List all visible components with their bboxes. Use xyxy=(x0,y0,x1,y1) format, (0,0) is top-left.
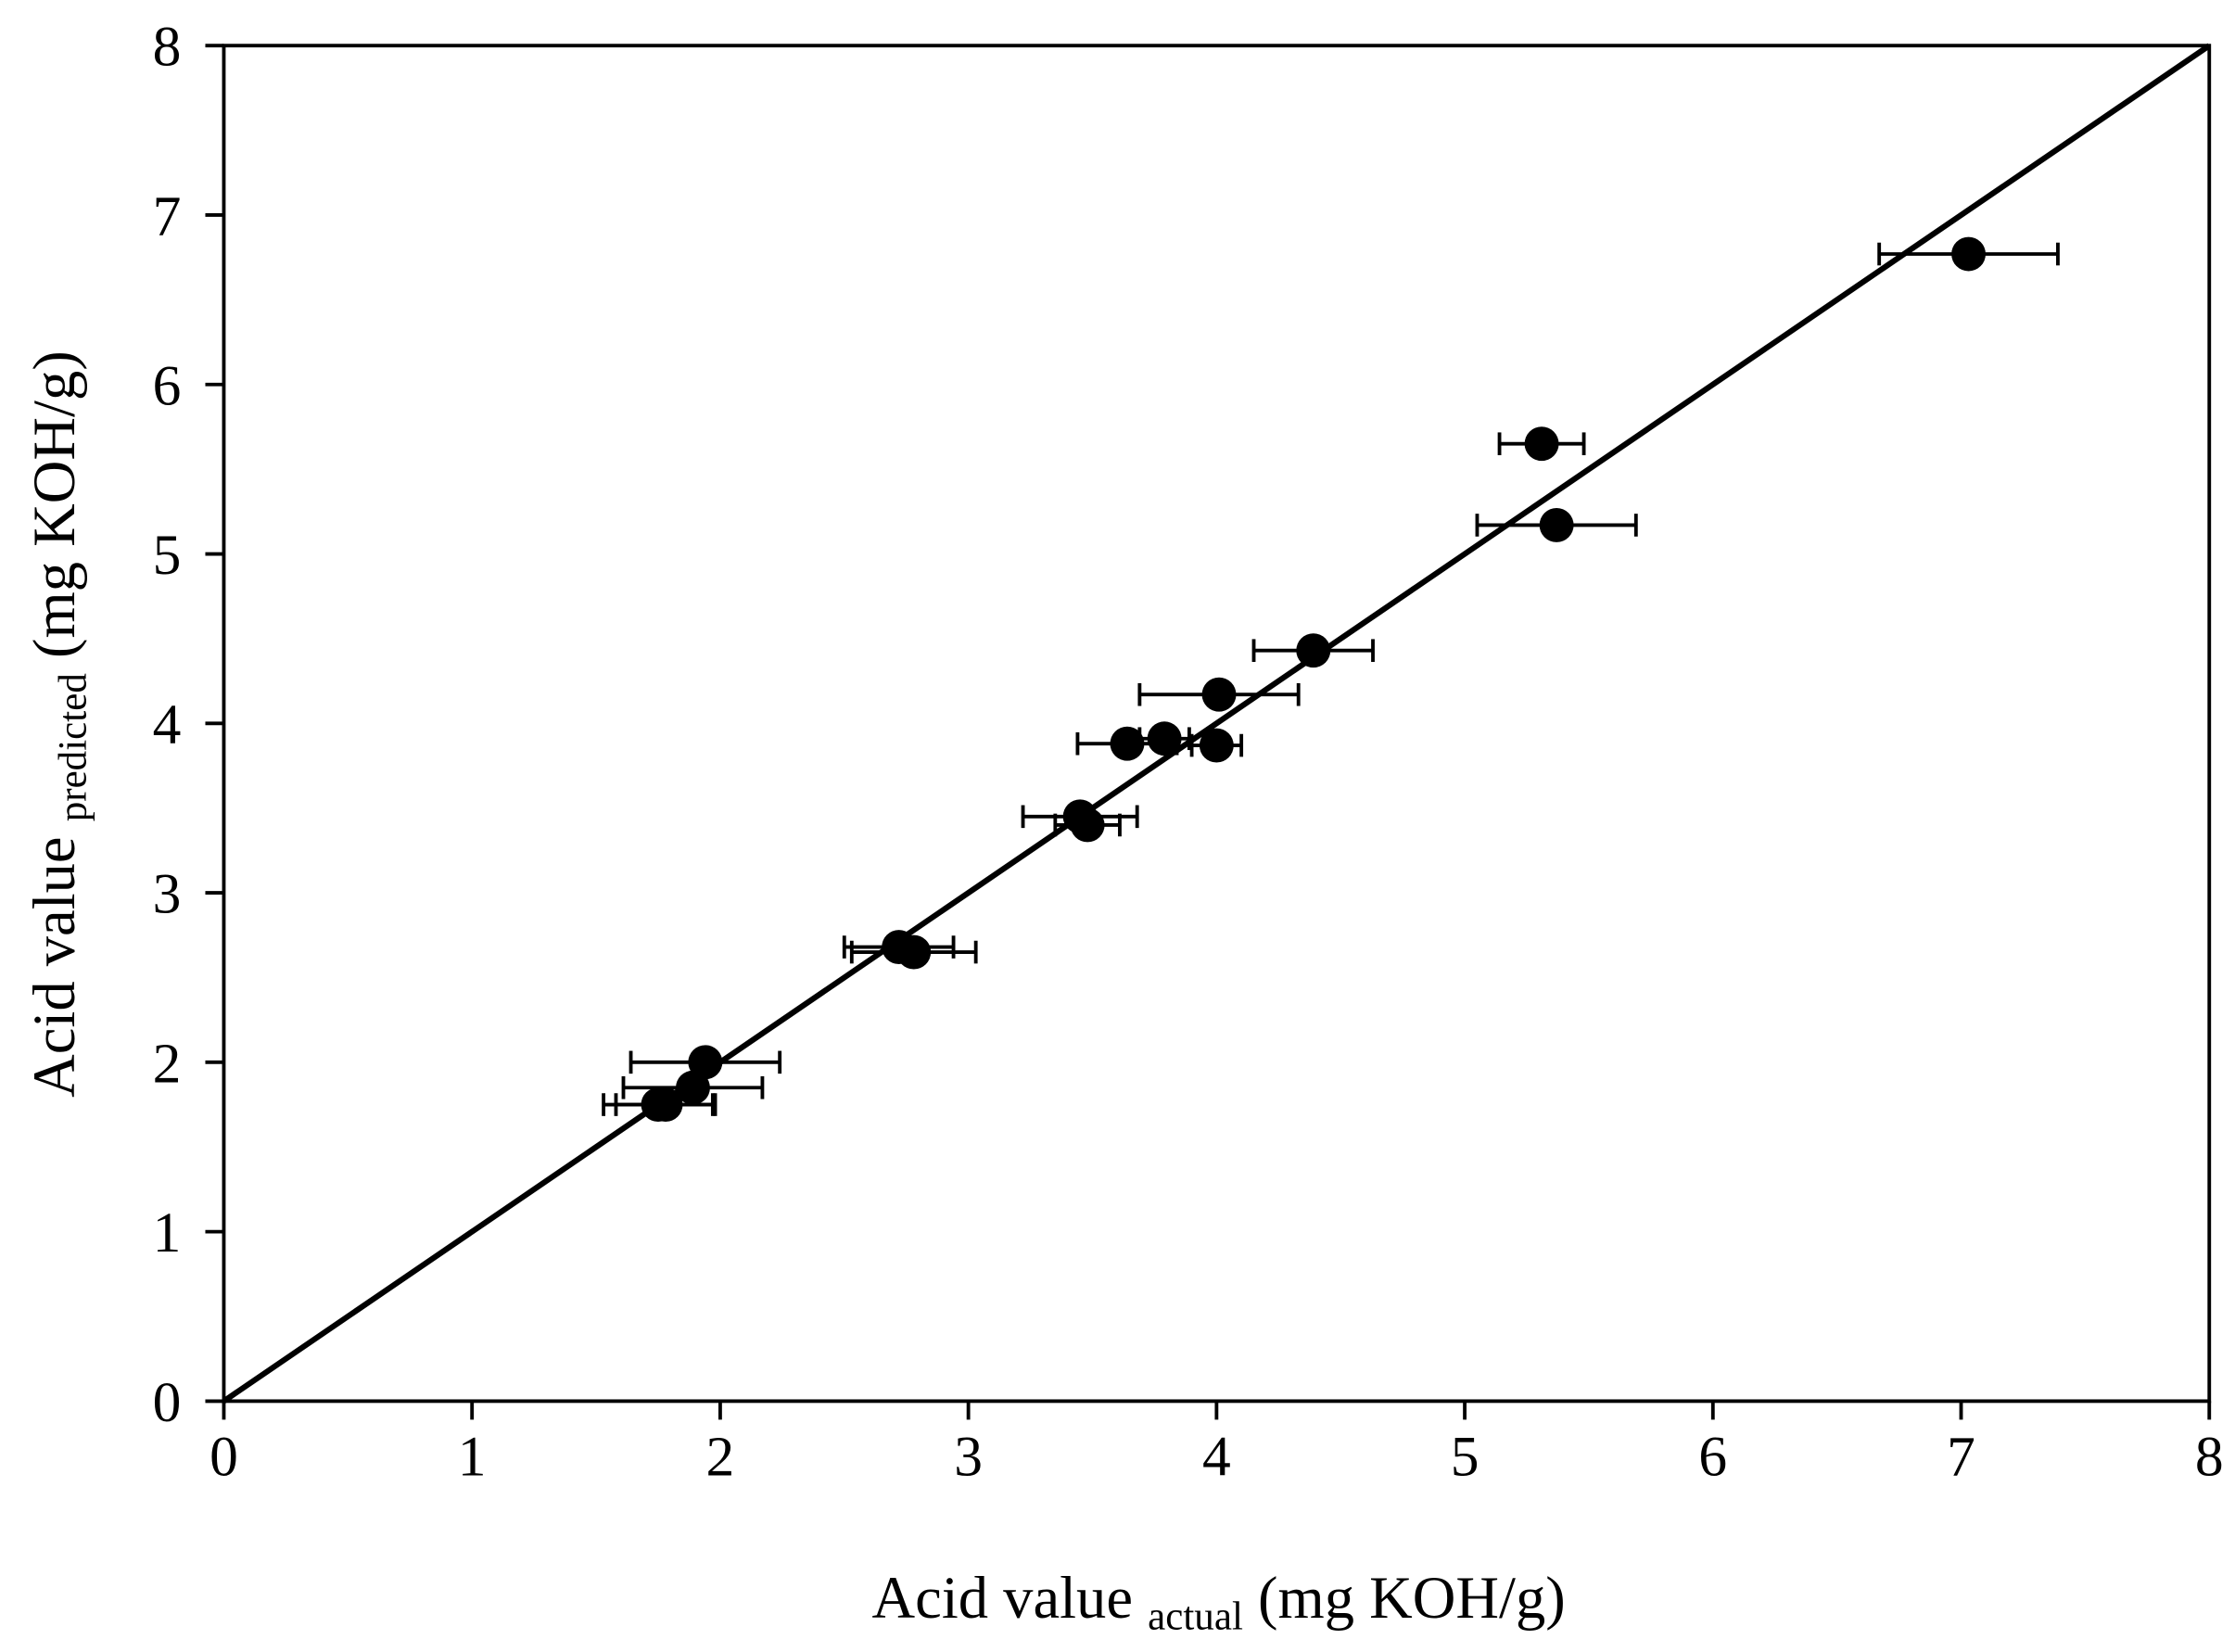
y-tick-label: 0 xyxy=(153,1371,182,1434)
x-tick-label: 3 xyxy=(954,1425,983,1488)
x-tick-label: 2 xyxy=(706,1425,735,1488)
x-title-unit: (mg KOH/g) xyxy=(1258,1564,1566,1631)
y-tick-label: 2 xyxy=(153,1032,182,1095)
y-tick-label: 3 xyxy=(153,863,182,926)
y-tick-label: 8 xyxy=(153,16,182,79)
x-tick-label: 7 xyxy=(1947,1425,1975,1488)
x-title-sub: actual xyxy=(1148,1595,1243,1638)
data-point xyxy=(1951,236,1987,272)
y-tick-label: 6 xyxy=(153,354,182,417)
data-point xyxy=(648,1087,683,1122)
y-title-sub: predicted xyxy=(51,673,95,821)
y-tick-label: 5 xyxy=(153,524,182,587)
data-point xyxy=(1070,807,1105,843)
reference-line xyxy=(222,43,2211,1404)
data-point xyxy=(688,1045,723,1080)
data-point xyxy=(1199,728,1234,763)
x-tick-label: 0 xyxy=(210,1425,238,1488)
data-point xyxy=(1539,508,1574,542)
x-tick-label: 5 xyxy=(1451,1425,1479,1488)
x-tick-label: 4 xyxy=(1202,1425,1231,1488)
x-axis-title: Acid value actual (mg KOH/g) xyxy=(872,1564,1566,1642)
data-point xyxy=(1524,426,1559,462)
x-tick-label: 8 xyxy=(2195,1425,2224,1488)
data-point xyxy=(1110,726,1145,761)
data-point xyxy=(1296,633,1331,668)
y-tick-label: 1 xyxy=(153,1201,182,1264)
x-tick-label: 1 xyxy=(458,1425,487,1488)
x-tick-label: 6 xyxy=(1698,1425,1727,1488)
data-point xyxy=(1201,677,1237,712)
y-title-unit: (mg KOH/g) xyxy=(20,350,87,658)
data-point xyxy=(1147,721,1182,756)
y-axis-title: Acid value predicted (mg KOH/g) xyxy=(20,350,98,1098)
y-title-main: Acid value xyxy=(20,836,87,1097)
data-point xyxy=(676,1070,710,1105)
y-tick-label: 4 xyxy=(153,693,182,756)
x-title-main: Acid value xyxy=(872,1564,1133,1631)
data-point xyxy=(896,934,932,970)
y-tick-label: 7 xyxy=(153,185,182,248)
